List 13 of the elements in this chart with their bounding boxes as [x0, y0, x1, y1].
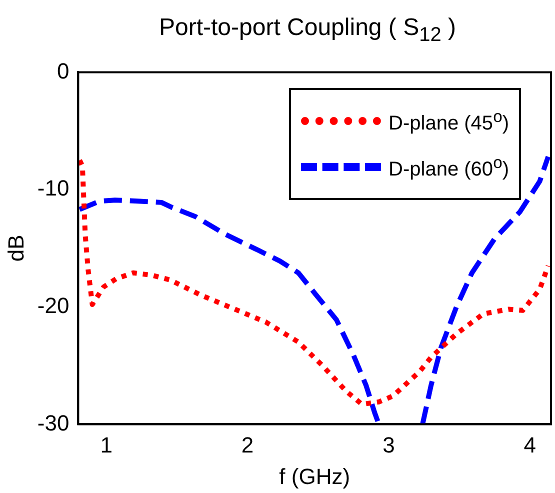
legend-label: D-plane (45$^{o}$) [388, 106, 509, 136]
x-axis-title: f (GHz) [279, 464, 350, 489]
x-tick-label: 1 [100, 432, 113, 458]
y-tick-label: -30 [37, 410, 70, 436]
y-tick-label: -20 [37, 292, 70, 318]
legend-label: D-plane (60$^{o}$) [388, 152, 509, 182]
x-tick-label: 4 [524, 432, 536, 458]
y-tick-label: 0 [56, 58, 70, 84]
y-tick-label: -10 [37, 176, 70, 201]
y-axis-title: dB [3, 234, 28, 262]
chart-title: Port-to-port Coupling ( S$_{12}$ ) [158, 13, 458, 48]
x-tick-label: 2 [241, 432, 254, 458]
x-tick-label: 3 [382, 432, 395, 458]
